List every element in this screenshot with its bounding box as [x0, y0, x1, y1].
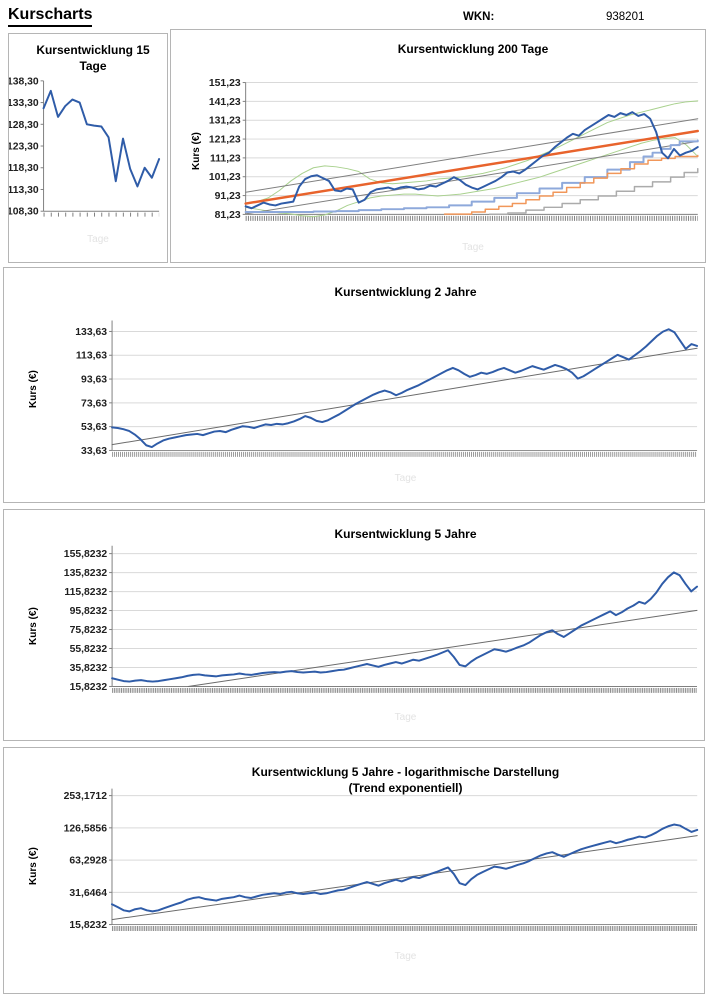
series-kurs [111, 328, 699, 449]
svg-text:121,23: 121,23 [209, 135, 241, 146]
plot-200-tage: 151,23 141,23 131,23 121,23 111,23 101,23 91,2… [209, 78, 699, 221]
series-stufe-lachs [443, 154, 699, 215]
chart-title-2-jahre: Kursentwicklung 2 Jahre [334, 285, 477, 299]
svg-text:63,2928: 63,2928 [69, 856, 107, 867]
wkn-label: WKN: [463, 11, 495, 23]
svg-text:111,23: 111,23 [210, 153, 241, 164]
series-kurs [111, 571, 699, 683]
svg-text:93,63: 93,63 [81, 375, 107, 386]
x-axis-title-tage: Tage [394, 473, 417, 484]
svg-text:15,8232: 15,8232 [69, 920, 107, 931]
svg-text:101,23: 101,23 [209, 172, 241, 183]
plot-15-tage: 138,30 133,30 128,30 123,30 118,30 113,30 108,… [9, 76, 161, 218]
plot-5-jahre-log: 253,1712 126,5856 63,2928 31,6464 15,8232 [64, 788, 699, 931]
svg-text:33,63: 33,63 [81, 446, 107, 457]
y-axis-title-kurs: Kurs (€) [191, 132, 202, 170]
x-axis-title-tage: Tage [394, 951, 417, 962]
svg-text:95,8232: 95,8232 [70, 606, 108, 617]
wkn-value: 938201 [606, 11, 645, 23]
series-kanal-oben-grau [245, 118, 699, 193]
chart-title-line1: Kursentwicklung 5 Jahre - logarithmische… [251, 765, 560, 779]
series-trend-linear [187, 609, 698, 687]
chart-title-200-tage: Kursentwicklung 200 Tage [397, 42, 549, 56]
chart-card-2-jahre: 133,63 113,63 93,63 73,63 53,63 33,63 Kursent… [3, 267, 705, 503]
svg-text:15,8232: 15,8232 [70, 682, 108, 693]
chart-card-200-tage: 151,23 141,23 131,23 121,23 111,23 101,23 91,2… [170, 29, 706, 263]
series-kurs [110, 823, 699, 913]
svg-text:138,30: 138,30 [9, 76, 39, 87]
series-band-oben-gruen [245, 100, 699, 205]
x-axis-title-tage: Tage [87, 234, 109, 245]
svg-text:118,30: 118,30 [9, 163, 39, 174]
plot-5-jahre: 155,8232 135,8232 115,8232 95,8232 75,8232 55… [64, 545, 699, 693]
chart-card-5-jahre-log: 253,1712 126,5856 63,2928 31,6464 15,8232 Ku… [3, 747, 705, 994]
svg-text:113,63: 113,63 [76, 351, 107, 362]
svg-text:35,8232: 35,8232 [70, 663, 108, 674]
svg-text:115,8232: 115,8232 [64, 587, 107, 598]
svg-text:253,1712: 253,1712 [64, 791, 108, 802]
svg-text:73,63: 73,63 [81, 398, 107, 409]
svg-text:81,23: 81,23 [215, 210, 241, 221]
series-trend-orange [244, 129, 699, 205]
svg-text:133,63: 133,63 [75, 327, 107, 338]
x-axis-title-tage: Tage [394, 712, 417, 723]
svg-text:151,23: 151,23 [209, 78, 241, 89]
svg-text:108,30: 108,30 [9, 207, 39, 218]
series-trend-linear [111, 347, 698, 446]
series-trend-exponentiell [111, 835, 698, 921]
chart-title-5-jahre-log: Kursentwicklung 5 Jahre - logarithmische… [107, 764, 704, 796]
chart-card-5-jahre: 155,8232 135,8232 115,8232 95,8232 75,8232 55… [3, 509, 705, 741]
y-axis-title-kurs: Kurs (€) [28, 370, 39, 408]
series-kanal-unten-grau [245, 140, 699, 215]
x-axis-title-tage: Tage [462, 242, 484, 253]
chart-title-line2: (Trend exponentiell) [348, 781, 463, 796]
plot-2-jahre: 133,63 113,63 93,63 73,63 53,63 33,63 [75, 320, 699, 457]
svg-text:75,8232: 75,8232 [70, 625, 108, 636]
svg-text:91,23: 91,23 [215, 191, 241, 202]
svg-text:155,8232: 155,8232 [64, 549, 108, 560]
series-stufe-grau [489, 167, 699, 216]
page-title: Kurscharts [8, 6, 93, 27]
chart-title-5-jahre: Kursentwicklung 5 Jahre [334, 527, 477, 541]
svg-text:113,30: 113,30 [9, 185, 39, 196]
svg-text:53,63: 53,63 [81, 422, 107, 433]
series-kurs [244, 111, 699, 210]
svg-text:31,6464: 31,6464 [69, 888, 107, 899]
series-stufe-hellblau [244, 139, 699, 214]
y-axis-title-kurs: Kurs (€) [28, 607, 39, 645]
y-axis-title-kurs: Kurs (€) [28, 847, 39, 885]
chart-title-15-tage: Kursentwicklung 15 Tage [36, 43, 150, 74]
svg-text:126,5856: 126,5856 [64, 823, 108, 834]
svg-text:135,8232: 135,8232 [64, 568, 108, 579]
svg-text:128,30: 128,30 [9, 120, 39, 131]
svg-text:141,23: 141,23 [209, 97, 241, 108]
svg-text:133,30: 133,30 [9, 98, 39, 109]
svg-text:131,23: 131,23 [209, 116, 241, 127]
series-band-unten-gruen [245, 137, 699, 218]
svg-text:55,8232: 55,8232 [70, 644, 108, 655]
series-kurs [42, 89, 161, 188]
chart-card-15-tage: 138,30 133,30 128,30 123,30 118,30 113,30 108,… [8, 33, 168, 263]
svg-text:123,30: 123,30 [9, 141, 39, 152]
